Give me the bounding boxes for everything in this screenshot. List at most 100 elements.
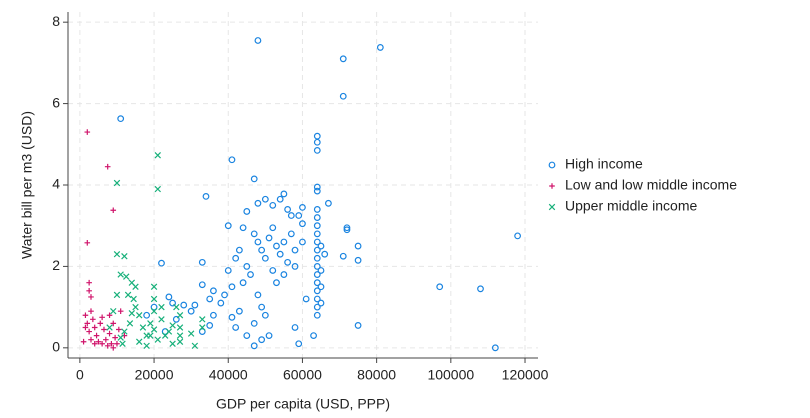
point bbox=[150, 283, 158, 290]
point bbox=[224, 267, 232, 274]
point bbox=[284, 259, 292, 266]
point bbox=[313, 222, 321, 230]
point bbox=[232, 324, 240, 331]
y-tick-label: 0 bbox=[52, 339, 60, 355]
point bbox=[117, 308, 124, 314]
point bbox=[235, 307, 243, 315]
point bbox=[313, 246, 321, 254]
point bbox=[228, 156, 236, 164]
point bbox=[261, 254, 269, 262]
point bbox=[139, 324, 147, 331]
point bbox=[121, 253, 128, 260]
point bbox=[317, 283, 325, 291]
point bbox=[258, 303, 266, 311]
point bbox=[250, 342, 258, 350]
point bbox=[210, 287, 217, 295]
point bbox=[343, 224, 351, 232]
point bbox=[302, 295, 310, 303]
point bbox=[258, 246, 266, 254]
point bbox=[243, 332, 251, 339]
point bbox=[117, 115, 125, 122]
point bbox=[113, 179, 121, 187]
x-tick-label: 100000 bbox=[427, 367, 474, 383]
x-tick-label: 20000 bbox=[135, 367, 174, 383]
point bbox=[343, 226, 351, 234]
point bbox=[106, 324, 113, 331]
point bbox=[280, 190, 288, 198]
point bbox=[101, 326, 107, 333]
point bbox=[176, 332, 184, 339]
point bbox=[117, 334, 124, 341]
point bbox=[280, 238, 288, 246]
point bbox=[313, 295, 321, 303]
point bbox=[95, 338, 102, 345]
point bbox=[354, 242, 362, 250]
y-tick-label: 8 bbox=[52, 13, 60, 29]
point bbox=[313, 303, 321, 311]
point bbox=[299, 238, 306, 246]
legend-label: High income bbox=[565, 156, 643, 172]
point bbox=[313, 271, 321, 278]
point bbox=[104, 342, 111, 349]
point bbox=[110, 320, 117, 327]
point bbox=[295, 340, 303, 348]
point bbox=[317, 242, 325, 250]
point bbox=[147, 332, 154, 339]
point bbox=[117, 271, 124, 278]
point bbox=[123, 273, 130, 280]
point bbox=[313, 254, 321, 262]
point bbox=[273, 279, 280, 287]
legend-marker bbox=[548, 161, 556, 169]
point bbox=[114, 340, 120, 347]
point bbox=[119, 340, 126, 347]
point bbox=[269, 267, 277, 274]
point bbox=[169, 322, 176, 329]
point bbox=[254, 199, 262, 207]
point bbox=[116, 326, 122, 333]
point bbox=[199, 324, 206, 331]
point bbox=[321, 250, 329, 258]
point bbox=[313, 287, 321, 295]
x-tick-label: 0 bbox=[76, 367, 84, 383]
point bbox=[239, 279, 247, 287]
point bbox=[126, 320, 134, 327]
point bbox=[354, 256, 362, 264]
point bbox=[198, 259, 206, 266]
point bbox=[108, 340, 115, 347]
point bbox=[106, 330, 113, 337]
point bbox=[313, 187, 321, 195]
y-tick-label: 6 bbox=[52, 94, 60, 110]
point bbox=[313, 230, 321, 238]
point bbox=[284, 206, 292, 213]
point bbox=[254, 238, 262, 246]
point bbox=[132, 303, 139, 311]
point bbox=[158, 259, 165, 267]
point bbox=[150, 307, 158, 315]
point bbox=[269, 202, 277, 209]
point bbox=[313, 311, 321, 319]
point bbox=[291, 324, 299, 331]
x-tick-label: 80000 bbox=[357, 367, 396, 383]
point bbox=[150, 295, 158, 303]
point bbox=[135, 338, 143, 345]
point bbox=[514, 232, 521, 240]
point bbox=[313, 214, 321, 221]
point bbox=[202, 193, 210, 200]
point bbox=[106, 312, 113, 319]
y-tick-label: 4 bbox=[52, 176, 60, 192]
point bbox=[228, 313, 236, 321]
x-tick-label: 120000 bbox=[502, 367, 549, 383]
point bbox=[88, 308, 94, 314]
point bbox=[339, 55, 347, 63]
point bbox=[325, 199, 332, 207]
point bbox=[243, 208, 251, 215]
point bbox=[221, 291, 228, 299]
point bbox=[82, 312, 89, 319]
point bbox=[235, 246, 243, 254]
point bbox=[339, 92, 347, 100]
y-axis-label: Water bill per m3 (USD) bbox=[19, 111, 35, 259]
point bbox=[299, 204, 306, 211]
point bbox=[99, 314, 105, 321]
point bbox=[247, 271, 254, 278]
point bbox=[154, 185, 161, 193]
